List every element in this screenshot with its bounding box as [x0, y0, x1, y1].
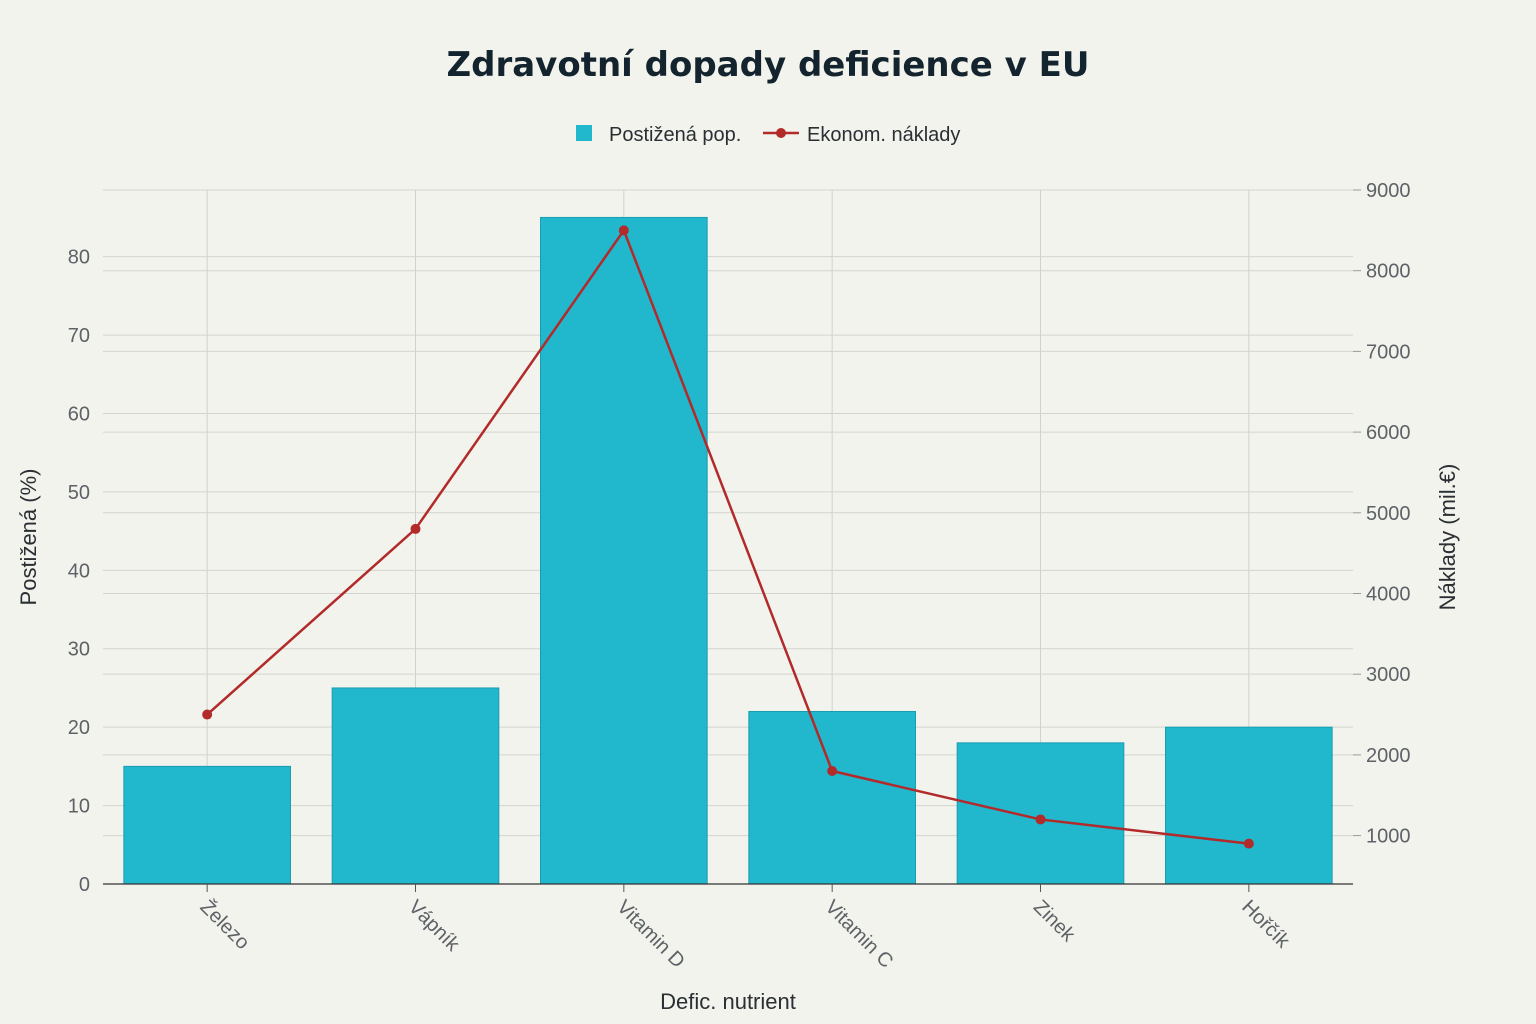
- cost-line: [202, 225, 1254, 849]
- y-axis-title: Postižená (%): [16, 469, 41, 606]
- y2-tick-label: 2000: [1366, 745, 1411, 767]
- cost-point: [202, 709, 213, 720]
- y2-tick-label: 1000: [1366, 826, 1411, 848]
- bar: [956, 742, 1125, 885]
- y2-tick-label: 5000: [1366, 503, 1411, 525]
- y-axis-right: 1000 2000 3000 4000 5000 6000 7000 8000 9000: [1353, 180, 1411, 848]
- bar: [540, 216, 708, 885]
- y-tick-label: 40: [68, 560, 90, 582]
- y-tick-label: 50: [68, 482, 90, 504]
- cost-point: [410, 523, 421, 534]
- x-tick-label: Vitamin D: [612, 896, 689, 973]
- y2-tick-label: 9000: [1366, 180, 1411, 202]
- y2-axis-title: Náklady (mil.€): [1435, 464, 1460, 611]
- legend-swatch-bar: [576, 125, 592, 141]
- grid: [103, 189, 1353, 884]
- y-axis-left: 0 10 20 30 40 50 60 70 80: [68, 247, 90, 896]
- y-tick-label: 60: [68, 403, 90, 425]
- y2-tick-label: 8000: [1366, 261, 1411, 283]
- cost-line-path: [206, 227, 1249, 845]
- x-axis-title: Defic. nutrient: [660, 989, 796, 1014]
- x-tick-label: Vápník: [404, 896, 464, 956]
- y2-tick-label: 7000: [1366, 341, 1411, 363]
- x-tick-label: Železo: [196, 895, 255, 954]
- bars: [123, 216, 1333, 885]
- cost-point: [1035, 814, 1046, 825]
- y-tick-label: 30: [68, 639, 90, 661]
- legend: Postižená pop. Ekonom. náklady: [576, 124, 960, 146]
- legend-label-line: Ekonom. náklady: [807, 124, 960, 146]
- chart-title: Zdravotní dopady deficience v EU: [446, 45, 1089, 85]
- y-tick-label: 70: [68, 325, 90, 347]
- y2-tick-label: 3000: [1366, 664, 1411, 686]
- cost-point: [1243, 838, 1254, 849]
- y-tick-label: 80: [68, 247, 90, 269]
- y-tick-label: 10: [68, 796, 90, 818]
- cost-point: [827, 766, 838, 777]
- bar: [123, 765, 292, 885]
- cost-point: [618, 225, 629, 236]
- y2-tick-label: 4000: [1366, 583, 1411, 605]
- y-tick-label: 20: [68, 717, 90, 739]
- legend-swatch-marker: [776, 128, 786, 138]
- x-tick-label: Hořčík: [1237, 896, 1294, 953]
- y-tick-label: 0: [79, 874, 90, 896]
- x-axis: Železo Vápník Vitamin D Vitamin C Zinek Hořčí…: [196, 884, 1294, 973]
- bar: [748, 710, 916, 885]
- bar: [1165, 726, 1333, 885]
- x-tick-label: Zinek: [1029, 896, 1080, 947]
- legend-label-bar: Postižená pop.: [609, 124, 741, 146]
- bar: [331, 687, 500, 885]
- y2-tick-label: 6000: [1366, 422, 1411, 444]
- x-tick-label: Vitamin C: [821, 896, 898, 973]
